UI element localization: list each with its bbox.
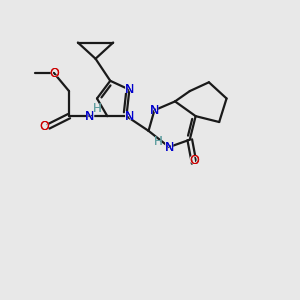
Text: N: N [85,110,94,123]
Text: H: H [154,135,162,148]
Text: H: H [154,135,162,148]
Text: O: O [50,67,59,80]
Text: N: N [150,104,159,117]
Text: N: N [164,141,174,154]
Text: O: O [49,67,60,80]
Text: O: O [50,67,59,80]
Text: O: O [39,120,49,133]
Text: H: H [93,102,101,115]
Text: O: O [39,120,49,133]
Text: N: N [125,83,134,96]
Text: N: N [124,83,135,96]
Text: N: N [125,110,134,123]
Text: H: H [93,102,101,115]
Text: N: N [85,110,95,123]
Text: N: N [125,110,134,123]
Text: O: O [189,154,200,167]
Text: N: N [85,110,94,123]
Text: O: O [189,154,199,167]
Text: N: N [124,110,135,123]
Text: O: O [189,154,199,167]
Text: N: N [164,141,174,154]
Text: N: N [149,104,160,117]
Text: O: O [39,120,49,133]
Text: N: N [125,83,134,96]
Text: N: N [150,104,159,117]
Text: N: N [164,141,174,154]
